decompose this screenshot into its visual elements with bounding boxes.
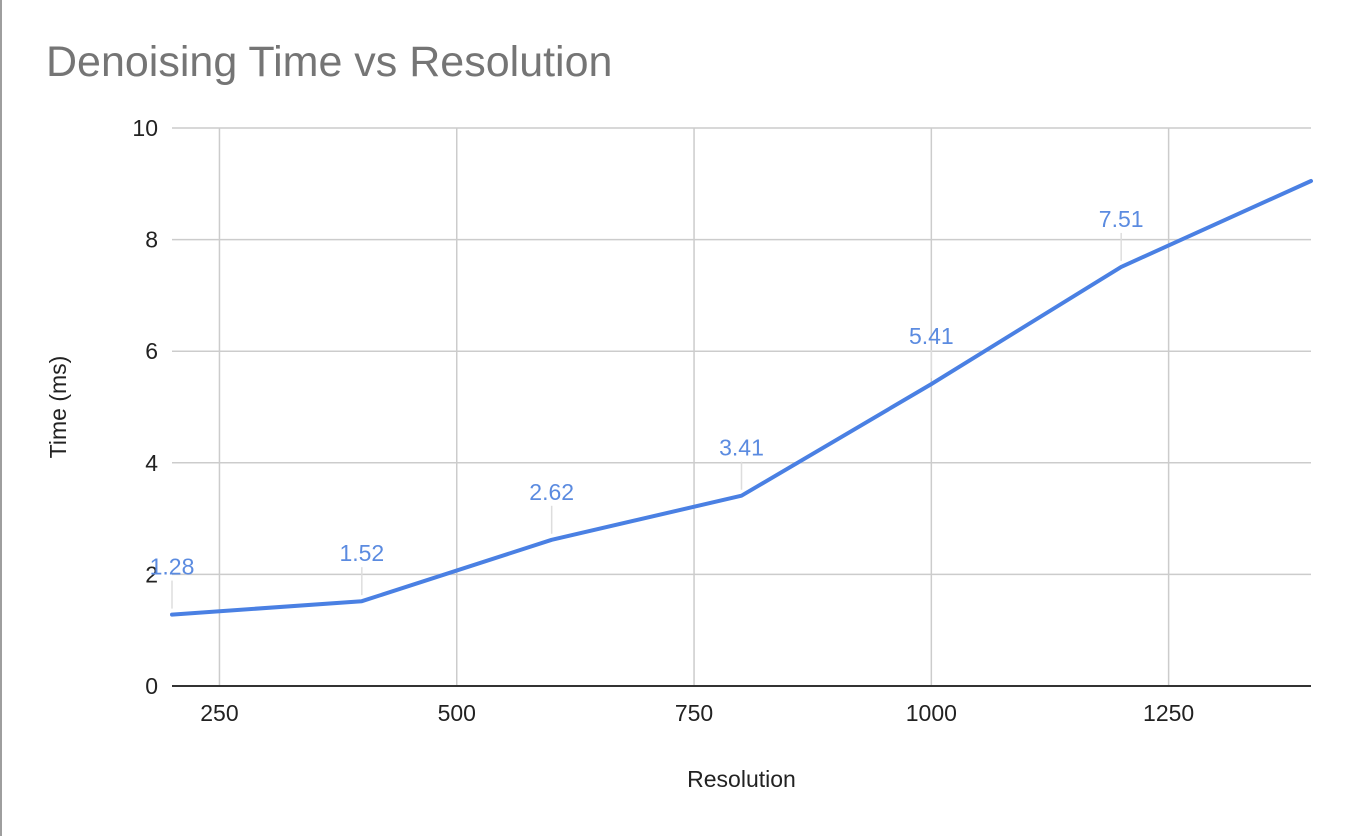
data-label: 2.62: [529, 479, 574, 505]
data-label: 3.41: [719, 435, 764, 461]
y-tick-label: 4: [145, 450, 158, 476]
y-tick-label: 0: [145, 673, 158, 699]
y-tick-label: 10: [132, 115, 158, 141]
data-label: 1.52: [339, 540, 384, 566]
x-tick-label: 250: [200, 700, 238, 726]
chart-title: Denoising Time vs Resolution: [46, 38, 613, 86]
x-tick-label: 500: [438, 700, 476, 726]
y-tick-label: 8: [145, 227, 158, 253]
x-axis-title: Resolution: [687, 766, 796, 792]
x-tick-label: 1000: [906, 700, 957, 726]
y-tick-label: 6: [145, 338, 158, 364]
data-label: 5.41: [909, 323, 954, 349]
data-label: 7.51: [1099, 206, 1144, 232]
x-tick-label: 750: [675, 700, 713, 726]
y-tick-label: 2: [145, 561, 158, 587]
series-layer: [170, 179, 1313, 617]
x-tick-label: 1250: [1143, 700, 1194, 726]
data-labels: 1.28 1.52 2.62 3.41 5.41 7.51: [150, 206, 1144, 609]
y-axis-title: Time (ms): [45, 356, 71, 459]
data-label: 1.28: [150, 554, 195, 580]
axes: 0 2 4 6 8 10 250 500 750 1000 1250: [132, 115, 1311, 726]
series-line: [170, 179, 1313, 617]
